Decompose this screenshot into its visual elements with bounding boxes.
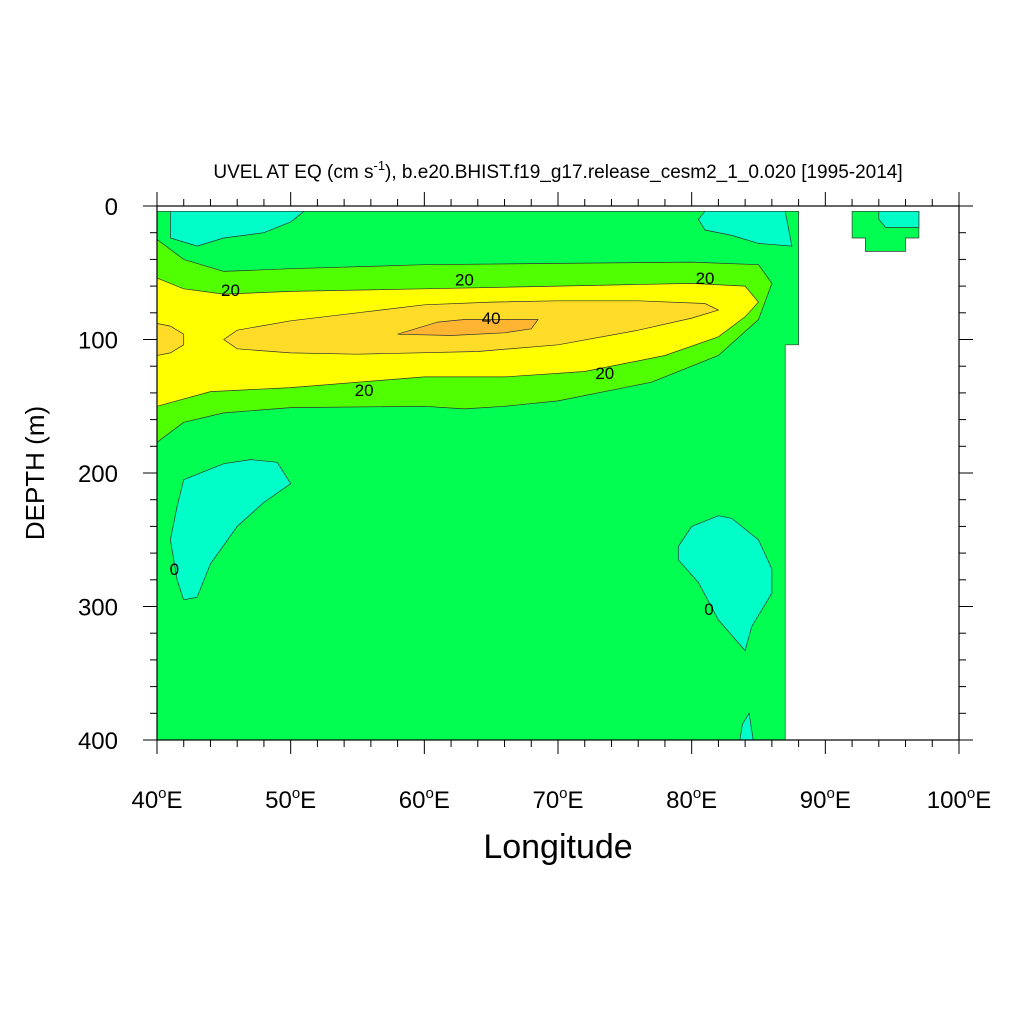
y-tick-label: 200 <box>78 461 118 488</box>
contour-label: 20 <box>595 364 614 383</box>
contour-label: 20 <box>455 270 474 289</box>
title-exponent: -1 <box>373 158 385 173</box>
y-tick-label: 0 <box>105 194 118 221</box>
contour-label: 20 <box>221 281 240 300</box>
y-tick-label: 400 <box>78 728 118 755</box>
contour-label: 20 <box>696 269 715 288</box>
contour-region-core-40-50 <box>397 319 539 336</box>
contour-region-neg-surface-west <box>170 210 305 247</box>
contour-region-neg-surface-far-east <box>878 210 920 228</box>
x-tick-label: 70oE <box>532 785 583 814</box>
plot-frame <box>156 205 960 741</box>
x-tick-label: 40oE <box>131 785 182 814</box>
x-tick-labels: 40oE 50oE 60oE 70oE 80oE 90oE 100oE <box>131 785 991 814</box>
y-tick-labels: 0 100 200 300 400 <box>78 194 118 755</box>
y-tick-label: 300 <box>78 595 118 622</box>
x-tick-label: 60oE <box>399 785 450 814</box>
contour-region-neg-deep-east <box>677 515 773 652</box>
contour-label: 0 <box>170 560 179 579</box>
chart-title: UVEL AT EQ (cm s-1), b.e20.BHIST.f19_g17… <box>213 158 902 183</box>
x-tick-label: 80oE <box>666 785 717 814</box>
contour-region-neg-deep-west <box>170 459 292 601</box>
x-tick-label: 90oE <box>800 785 851 814</box>
contour-region-neg-surface-east <box>697 210 793 247</box>
y-tick-label: 100 <box>78 328 118 355</box>
contour-label: 40 <box>482 309 501 328</box>
x-axis-label: Longitude <box>483 828 632 866</box>
contour-label: 20 <box>355 381 374 400</box>
x-tick-label: 50oE <box>265 785 316 814</box>
axis-ticks <box>143 192 973 754</box>
contour-fills <box>156 210 920 741</box>
contour-labels: 20 20 20 40 20 20 0 0 <box>170 269 715 619</box>
x-tick-label: 100oE <box>927 785 991 814</box>
y-axis-label: DEPTH (m) <box>20 406 50 540</box>
contour-label: 0 <box>704 600 713 619</box>
